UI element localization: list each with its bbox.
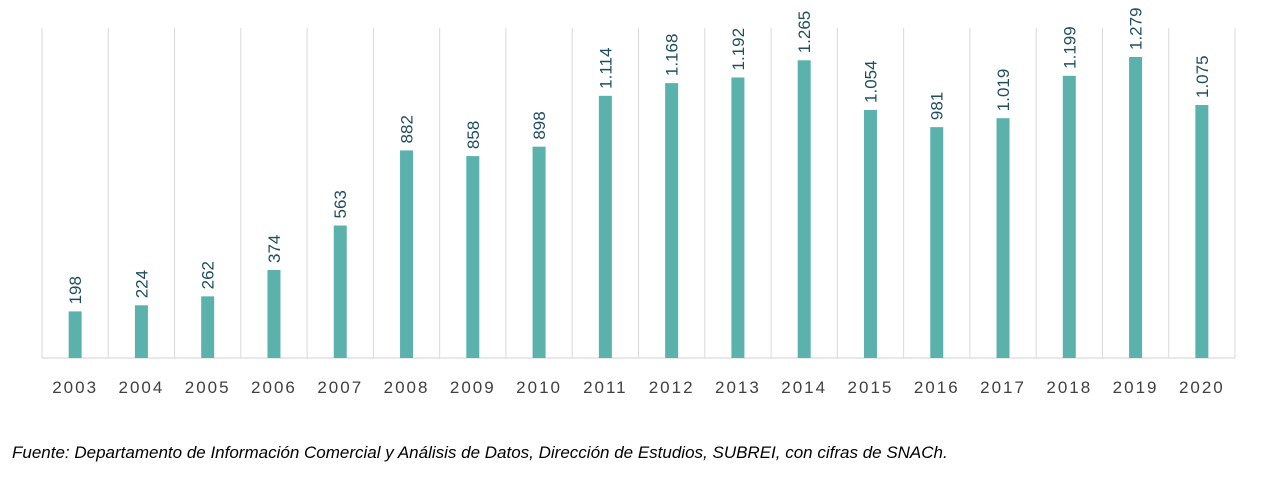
data-label-2014: 1.265 <box>795 11 814 54</box>
x-tick-2005: 2005 <box>185 378 231 397</box>
data-label-2012: 1.168 <box>663 34 682 77</box>
gridlines <box>41 28 1236 359</box>
data-label-2004: 224 <box>132 270 151 298</box>
x-tick-2020: 2020 <box>1179 378 1225 397</box>
bar-chart: 198 224 262 374 563 882 858 898 1.114 1.168 1.192 1… <box>41 7 1236 397</box>
data-label-2011: 1.114 <box>596 48 615 89</box>
data-label-2005: 262 <box>199 261 218 289</box>
x-tick-2003: 2003 <box>52 378 98 397</box>
data-label-2010: 898 <box>530 111 549 139</box>
x-tick-2012: 2012 <box>649 378 695 397</box>
source-note: Fuente: Departamento de Información Come… <box>12 443 948 462</box>
bar-2012 <box>665 83 679 359</box>
x-tick-2011: 2011 <box>583 378 628 397</box>
bar-2007 <box>333 225 347 358</box>
data-label-2017: 1.019 <box>994 69 1013 112</box>
x-tick-2006: 2006 <box>251 378 297 397</box>
x-tick-2015: 2015 <box>848 378 894 397</box>
x-tick-2016: 2016 <box>914 378 960 397</box>
x-tick-2007: 2007 <box>317 378 363 397</box>
bar-2008 <box>400 150 414 358</box>
x-tick-2014: 2014 <box>781 378 827 397</box>
data-label-2018: 1.199 <box>1060 26 1079 69</box>
bar-2013 <box>731 77 745 359</box>
data-label-2003: 198 <box>66 276 85 304</box>
bar-2010 <box>532 146 546 358</box>
bars <box>68 57 1209 359</box>
bar-2017 <box>996 118 1010 358</box>
x-tick-2009: 2009 <box>450 378 496 397</box>
x-tick-2019: 2019 <box>1113 378 1159 397</box>
data-label-2015: 1.054 <box>861 60 880 103</box>
x-tick-2010: 2010 <box>516 378 562 397</box>
bar-2004 <box>134 305 148 358</box>
bar-2006 <box>267 269 281 358</box>
bar-2016 <box>930 127 944 359</box>
x-tick-2008: 2008 <box>384 378 430 397</box>
x-tick-2018: 2018 <box>1046 378 1092 397</box>
x-tick-2017: 2017 <box>980 378 1026 397</box>
x-tick-2013: 2013 <box>715 378 761 397</box>
bar-2015 <box>863 109 877 358</box>
data-label-2019: 1.279 <box>1127 7 1146 50</box>
data-label-2009: 858 <box>464 121 483 149</box>
bar-2019 <box>1129 57 1143 358</box>
bar-2014 <box>797 60 811 358</box>
bar-2003 <box>68 311 82 358</box>
x-axis-tick-labels: 2003 2004 2005 2006 2007 2008 2009 2010 2011 2012… <box>52 378 1225 397</box>
bar-2009 <box>466 156 480 358</box>
data-label-2007: 563 <box>331 190 350 218</box>
bar-2020 <box>1195 105 1209 358</box>
data-label-2006: 374 <box>265 235 284 263</box>
data-label-2013: 1.192 <box>729 28 748 71</box>
data-label-2016: 981 <box>928 92 947 120</box>
bar-2011 <box>598 95 612 358</box>
data-label-2020: 1.075 <box>1193 55 1212 98</box>
data-label-2008: 882 <box>398 115 417 143</box>
bar-2018 <box>1062 75 1076 358</box>
bar-2005 <box>201 296 215 358</box>
data-labels: 198 224 262 374 563 882 858 898 1.114 1.168 1.192 1… <box>66 7 1212 304</box>
x-tick-2004: 2004 <box>119 378 165 397</box>
